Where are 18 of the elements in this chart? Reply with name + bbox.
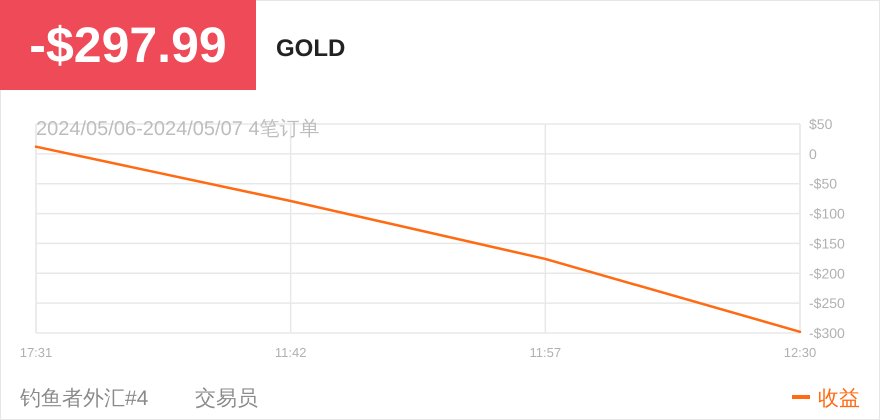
text: 交易员 (195, 387, 258, 410)
legend-label: 收益 (818, 387, 860, 410)
y-tick-label: -$200 (809, 265, 846, 282)
y-tick-label: -$250 (809, 295, 846, 312)
text: 钓鱼者外汇#4 (19, 387, 149, 410)
y-tick-label: 0 (809, 146, 817, 162)
chart-title: -$297.99 (29, 17, 227, 73)
chart-subtitle: GOLD (276, 35, 346, 62)
x-tick-label: 17:31 (20, 345, 52, 360)
annotation: 2024/05/06-2024/05/07 4笔订单 (36, 118, 320, 140)
y-tick-label: -$100 (809, 206, 846, 222)
x-tick-label: 11:42 (274, 345, 306, 360)
y-tick-label: -$300 (809, 325, 846, 341)
y-tick-label: -$50 (809, 176, 838, 192)
x-tick-label: 12:30 (784, 345, 816, 360)
x-tick-label: 11:57 (530, 345, 562, 360)
y-tick-label: $50 (809, 116, 833, 132)
y-tick-label: -$150 (809, 235, 846, 252)
